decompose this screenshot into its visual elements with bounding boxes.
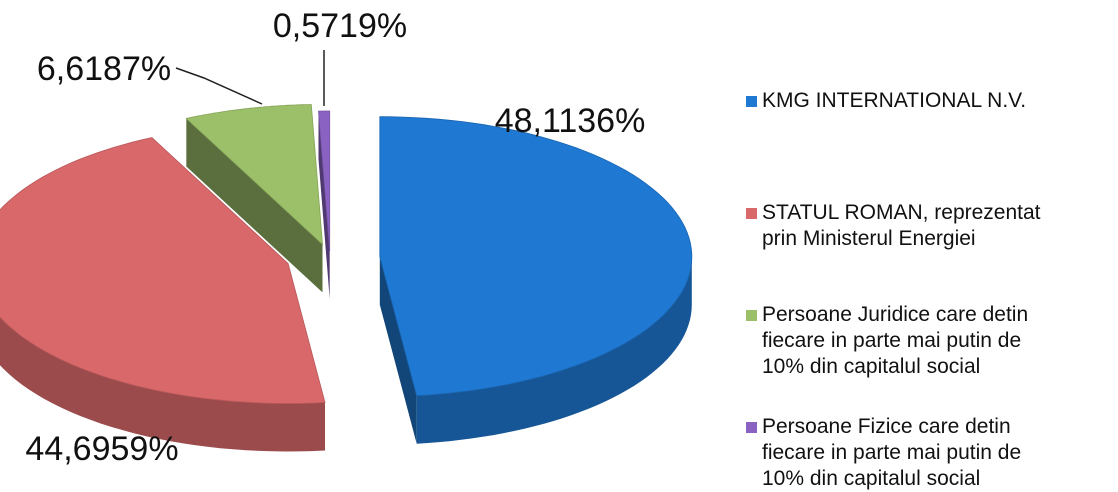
leader-line-3 — [175, 67, 263, 105]
legend-item-2: STATUL ROMAN, reprezentat prin Ministeru… — [746, 200, 1041, 252]
data-label-2: 44,6959% — [25, 430, 178, 468]
legend-swatch — [746, 422, 757, 433]
pie-data-labels: 48,1136% 44,6959% 6,6187% 0,5719% — [25, 7, 645, 468]
legend-label: Persoane Juridice care detin fiecare in … — [762, 303, 1029, 378]
pie-slice-1 — [379, 116, 693, 397]
pie-slice-side-1 — [379, 256, 417, 444]
data-label-3: 6,6187% — [37, 50, 171, 88]
legend-item-4: Persoane Fizice care detin fiecare in pa… — [746, 414, 1021, 492]
pie-slice-2 — [0, 137, 326, 404]
data-label-4: 0,5719% — [273, 7, 407, 45]
pie-slice-4 — [318, 110, 331, 252]
pie-slice-3 — [185, 104, 323, 246]
data-label-1: 48,1136% — [495, 102, 646, 140]
legend-swatch — [746, 96, 757, 107]
legend-label: KMG INTERNATIONAL N.V. — [762, 89, 1027, 112]
legend-label: Persoane Fizice care detin fiecare in pa… — [762, 415, 1022, 490]
pie-slice-side-3 — [186, 118, 323, 293]
legend-label: STATUL ROMAN, reprezentat prin Ministeru… — [762, 201, 1041, 250]
pie-leader-lines — [175, 50, 325, 106]
pie-slice-side-1 — [416, 256, 692, 444]
legend-swatch — [746, 208, 757, 219]
pie-slices — [0, 104, 693, 452]
pie-slice-side-4 — [318, 111, 330, 299]
pie-slice-side-2 — [0, 317, 325, 452]
legend-item-1: KMG INTERNATIONAL N.V. — [746, 88, 1026, 114]
legend-swatch — [746, 310, 757, 321]
legend-item-3: Persoane Juridice care detin fiecare in … — [746, 302, 1028, 380]
